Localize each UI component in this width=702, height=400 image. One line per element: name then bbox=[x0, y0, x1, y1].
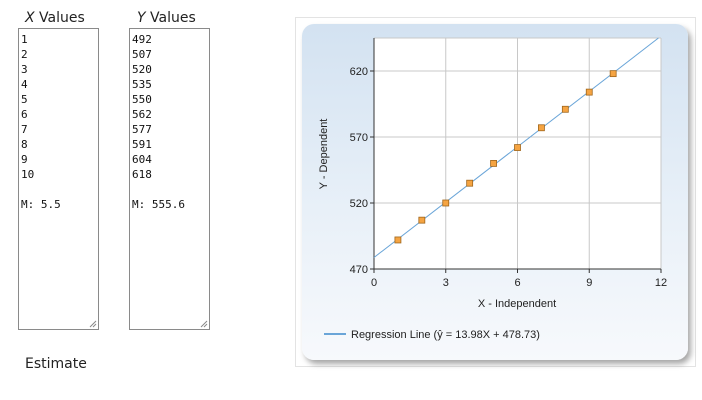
x-mean: M: 5.5 bbox=[21, 198, 61, 211]
y-label-text: Values bbox=[145, 10, 196, 26]
y-value: 492 bbox=[132, 33, 152, 46]
y-value: 562 bbox=[132, 108, 152, 121]
x-value: 7 bbox=[21, 123, 28, 136]
y-var-label: Y bbox=[137, 10, 146, 26]
x-value: 1 bbox=[21, 33, 28, 46]
x-values-list: 1 2 3 4 5 6 7 8 9 10 bbox=[21, 32, 98, 182]
estimate-label: Estimate bbox=[25, 356, 87, 368]
chart-container bbox=[295, 17, 696, 367]
x-value: 10 bbox=[21, 168, 35, 181]
x-value: 9 bbox=[21, 153, 28, 166]
y-values-textarea[interactable]: 492 507 520 535 550 562 577 591 604 618 M: 555.6 bbox=[129, 28, 210, 330]
y-values-list: 492 507 520 535 550 562 577 591 604 618 bbox=[132, 32, 209, 182]
y-value: 604 bbox=[132, 153, 152, 166]
y-value: 618 bbox=[132, 168, 152, 181]
x-value: 8 bbox=[21, 138, 28, 151]
y-value: 507 bbox=[132, 48, 152, 61]
y-value: 591 bbox=[132, 138, 152, 151]
chart-frame bbox=[302, 24, 688, 360]
x-label-text: Values bbox=[34, 10, 85, 26]
x-var-label: X bbox=[25, 10, 35, 26]
y-values-label: Y Values bbox=[137, 10, 196, 26]
y-value: 520 bbox=[132, 63, 152, 76]
y-value: 535 bbox=[132, 78, 152, 91]
x-value: 6 bbox=[21, 108, 28, 121]
x-value: 4 bbox=[21, 78, 28, 91]
resize-grip-icon[interactable] bbox=[89, 320, 97, 328]
y-value: 577 bbox=[132, 123, 152, 136]
y-value: 550 bbox=[132, 93, 152, 106]
x-value: 5 bbox=[21, 93, 28, 106]
x-value: 3 bbox=[21, 63, 28, 76]
resize-grip-icon[interactable] bbox=[200, 320, 208, 328]
x-values-textarea[interactable]: 1 2 3 4 5 6 7 8 9 10 M: 5.5 bbox=[18, 28, 99, 330]
x-value: 2 bbox=[21, 48, 28, 61]
y-mean: M: 555.6 bbox=[132, 198, 185, 211]
x-values-label: X Values bbox=[25, 10, 85, 26]
